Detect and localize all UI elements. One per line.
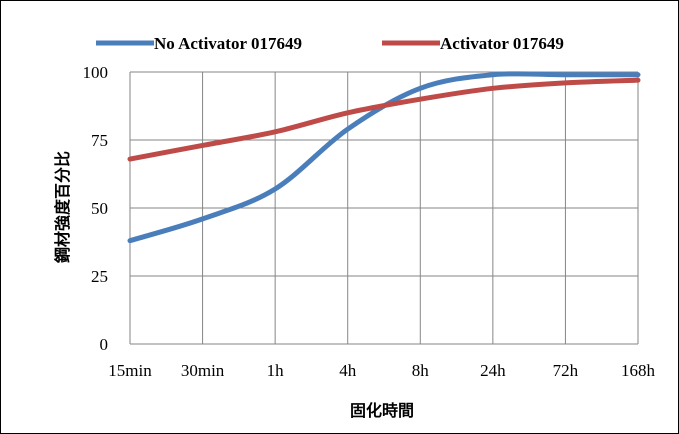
y-axis-title: 鋼材強度百分比 xyxy=(53,151,72,264)
legend: No Activator 017649 Activator 017649 xyxy=(96,34,564,53)
y-tick-label: 100 xyxy=(83,63,109,82)
series-lines xyxy=(127,71,641,244)
x-tick-label: 8h xyxy=(412,361,430,380)
series-line-2 xyxy=(127,77,641,162)
x-tick-label: 4h xyxy=(339,361,357,380)
x-tick-label: 15min xyxy=(108,361,152,380)
y-tick-labels: 0 25 50 75 100 xyxy=(83,63,109,354)
legend-label: No Activator 017649 xyxy=(154,34,302,53)
x-tick-labels: 15min 30min 1h 4h 8h 24h 72h 168h xyxy=(108,361,655,380)
legend-label: Activator 017649 xyxy=(440,34,564,53)
gridlines xyxy=(129,71,639,345)
series-line-1 xyxy=(127,71,641,244)
y-tick-label: 75 xyxy=(91,131,108,150)
x-axis-title: 固化時間 xyxy=(350,401,414,420)
x-tick-label: 24h xyxy=(480,361,506,380)
y-tick-label: 25 xyxy=(91,267,108,286)
x-tick-label: 72h xyxy=(553,361,579,380)
y-tick-label: 50 xyxy=(91,199,108,218)
x-tick-label: 30min xyxy=(181,361,225,380)
x-tick-label: 1h xyxy=(267,361,285,380)
x-tick-label: 168h xyxy=(621,361,656,380)
y-tick-label: 0 xyxy=(100,335,109,354)
